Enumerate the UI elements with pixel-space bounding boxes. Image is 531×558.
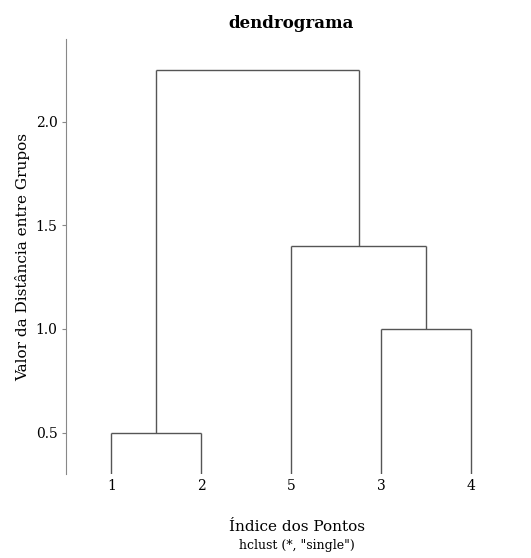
Title: dendrograma: dendrograma bbox=[228, 15, 354, 32]
Text: hclust (*, "single"): hclust (*, "single") bbox=[239, 539, 355, 552]
Text: Índice dos Pontos: Índice dos Pontos bbox=[229, 520, 365, 535]
Y-axis label: Valor da Distância entre Grupos: Valor da Distância entre Grupos bbox=[15, 132, 30, 381]
